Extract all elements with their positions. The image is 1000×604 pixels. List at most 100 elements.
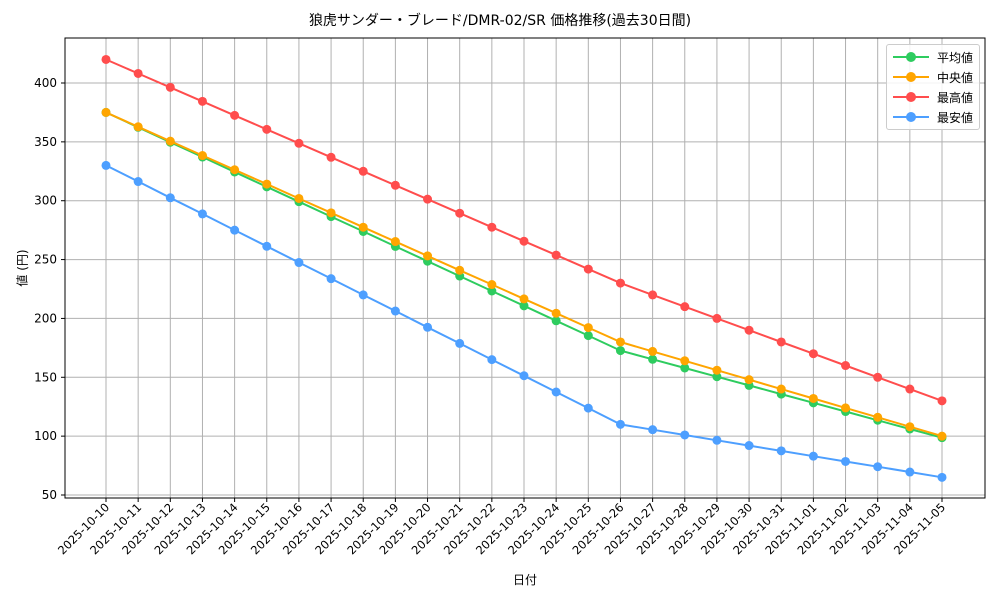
- data-point: [133, 122, 143, 132]
- y-tick-label: 50: [42, 488, 57, 502]
- legend-marker-icon: [893, 91, 929, 103]
- series-line: [101, 107, 947, 441]
- data-point: [358, 290, 368, 300]
- data-point: [712, 365, 722, 375]
- data-point: [230, 225, 240, 235]
- y-tick-label: 350: [34, 135, 57, 149]
- data-point: [808, 349, 818, 359]
- data-point: [519, 371, 529, 381]
- data-point: [873, 372, 883, 382]
- data-point: [230, 110, 240, 120]
- data-point: [615, 346, 625, 356]
- data-point: [326, 152, 336, 162]
- data-point: [294, 138, 304, 148]
- data-point: [680, 363, 690, 373]
- legend-marker-icon: [893, 111, 929, 123]
- data-point: [551, 316, 561, 326]
- data-point: [712, 313, 722, 323]
- grid: [65, 38, 985, 498]
- data-point: [197, 209, 207, 219]
- data-point: [326, 208, 336, 218]
- data-point: [680, 430, 690, 440]
- data-point: [487, 355, 497, 365]
- data-point: [648, 346, 658, 356]
- data-point: [905, 422, 915, 432]
- data-point: [583, 264, 593, 274]
- data-point: [197, 96, 207, 106]
- data-point: [358, 222, 368, 232]
- data-point: [294, 193, 304, 203]
- x-axis-label: 日付: [512, 573, 537, 587]
- data-point: [744, 325, 754, 335]
- data-point: [841, 403, 851, 413]
- data-point: [583, 331, 593, 341]
- data-point: [165, 136, 175, 146]
- data-point: [455, 338, 465, 348]
- legend-label: 最安値: [937, 110, 974, 125]
- data-point: [326, 274, 336, 284]
- y-tick-label: 150: [34, 370, 57, 384]
- data-point: [423, 322, 433, 332]
- data-point: [390, 306, 400, 316]
- series-line: [101, 54, 947, 406]
- data-point: [133, 177, 143, 187]
- data-point: [390, 237, 400, 247]
- data-point: [937, 472, 947, 482]
- data-point: [519, 294, 529, 304]
- data-point: [712, 372, 722, 382]
- data-point: [101, 107, 111, 117]
- data-point: [905, 467, 915, 477]
- data-point: [744, 441, 754, 451]
- axes-frame: [64, 37, 986, 499]
- data-point: [905, 384, 915, 394]
- data-point: [165, 193, 175, 203]
- legend-item-min: 最安値: [887, 107, 979, 127]
- data-point: [519, 236, 529, 246]
- legend-label: 中央値: [937, 70, 974, 85]
- data-point: [551, 387, 561, 397]
- data-point: [262, 241, 272, 251]
- data-point: [615, 337, 625, 347]
- data-point: [873, 412, 883, 422]
- data-point: [101, 54, 111, 64]
- data-point: [455, 208, 465, 218]
- chart-title: 狼虎サンダー・ブレード/DMR-02/SR 価格推移(過去30日間): [308, 13, 692, 29]
- legend-marker-icon: [893, 71, 929, 83]
- data-point: [262, 124, 272, 134]
- data-point: [262, 179, 272, 189]
- data-point: [133, 68, 143, 78]
- data-point: [648, 354, 658, 364]
- data-point: [937, 396, 947, 406]
- data-point: [487, 280, 497, 290]
- y-tick-label: 300: [34, 194, 57, 208]
- y-tick-label: 100: [34, 429, 57, 443]
- data-point: [165, 82, 175, 92]
- data-point: [455, 265, 465, 275]
- data-point: [680, 356, 690, 366]
- legend-label: 平均値: [937, 50, 974, 65]
- data-point: [873, 462, 883, 472]
- data-point: [197, 151, 207, 161]
- data-point: [776, 384, 786, 394]
- series-line: [101, 160, 947, 482]
- data-point: [390, 180, 400, 190]
- data-point: [358, 166, 368, 176]
- data-point: [583, 403, 593, 413]
- data-point: [680, 302, 690, 312]
- data-point: [294, 258, 304, 268]
- data-point: [551, 308, 561, 318]
- legend-marker-icon: [893, 51, 929, 63]
- data-point: [615, 278, 625, 288]
- data-point: [583, 323, 593, 333]
- data-point: [744, 375, 754, 385]
- data-point: [487, 222, 497, 232]
- data-point: [101, 160, 111, 170]
- data-point: [648, 290, 658, 300]
- data-point: [808, 393, 818, 403]
- legend-item-average: 平均値: [887, 47, 979, 67]
- y-tick-label: 200: [34, 311, 57, 325]
- y-axis-label: 値 (円): [15, 249, 30, 287]
- data-point: [808, 451, 818, 461]
